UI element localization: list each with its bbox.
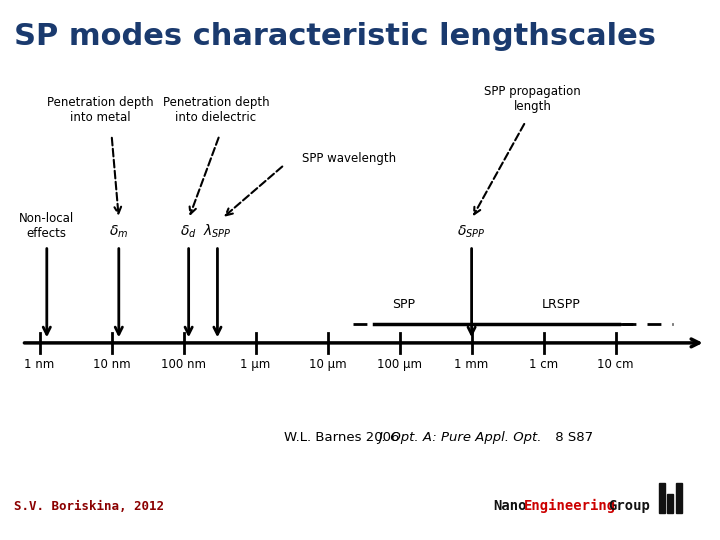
Text: S.V. Boriskina, 2012: S.V. Boriskina, 2012 xyxy=(14,500,164,513)
Text: 100 μm: 100 μm xyxy=(377,358,422,371)
Text: Engineering: Engineering xyxy=(524,499,616,513)
FancyBboxPatch shape xyxy=(676,483,682,513)
Text: 10 nm: 10 nm xyxy=(93,358,130,371)
FancyBboxPatch shape xyxy=(667,494,673,513)
Text: SP modes characteristic lengthscales: SP modes characteristic lengthscales xyxy=(14,22,657,51)
Text: 1 mm: 1 mm xyxy=(454,358,489,371)
Text: SPP wavelength: SPP wavelength xyxy=(302,152,397,165)
Text: W.L. Barnes 2006: W.L. Barnes 2006 xyxy=(284,431,404,444)
Text: SPP: SPP xyxy=(392,298,415,310)
Text: Penetration depth
into dielectric: Penetration depth into dielectric xyxy=(163,96,269,124)
Text: 1 μm: 1 μm xyxy=(240,358,271,371)
FancyBboxPatch shape xyxy=(659,483,665,513)
Text: 10 cm: 10 cm xyxy=(598,358,634,371)
Text: Non-local
effects: Non-local effects xyxy=(19,212,74,240)
Text: 1 nm: 1 nm xyxy=(24,358,55,371)
Text: $\lambda_{SPP}$: $\lambda_{SPP}$ xyxy=(203,223,232,240)
Text: J. Opt. A: Pure Appl. Opt.: J. Opt. A: Pure Appl. Opt. xyxy=(378,431,541,444)
Text: 10 μm: 10 μm xyxy=(309,358,346,371)
Text: Group: Group xyxy=(608,499,650,513)
Text: LRSPP: LRSPP xyxy=(542,298,581,310)
Text: $\delta_m$: $\delta_m$ xyxy=(109,224,128,240)
Text: Nano: Nano xyxy=(493,499,527,513)
Text: 100 nm: 100 nm xyxy=(161,358,206,371)
Text: SPP propagation
length: SPP propagation length xyxy=(485,85,581,113)
Text: $\delta_{SPP}$: $\delta_{SPP}$ xyxy=(457,224,486,240)
Text: 8 S87: 8 S87 xyxy=(551,431,593,444)
Text: $\delta_d$: $\delta_d$ xyxy=(180,224,197,240)
Text: 1 cm: 1 cm xyxy=(529,358,558,371)
Text: Penetration depth
into metal: Penetration depth into metal xyxy=(48,96,154,124)
